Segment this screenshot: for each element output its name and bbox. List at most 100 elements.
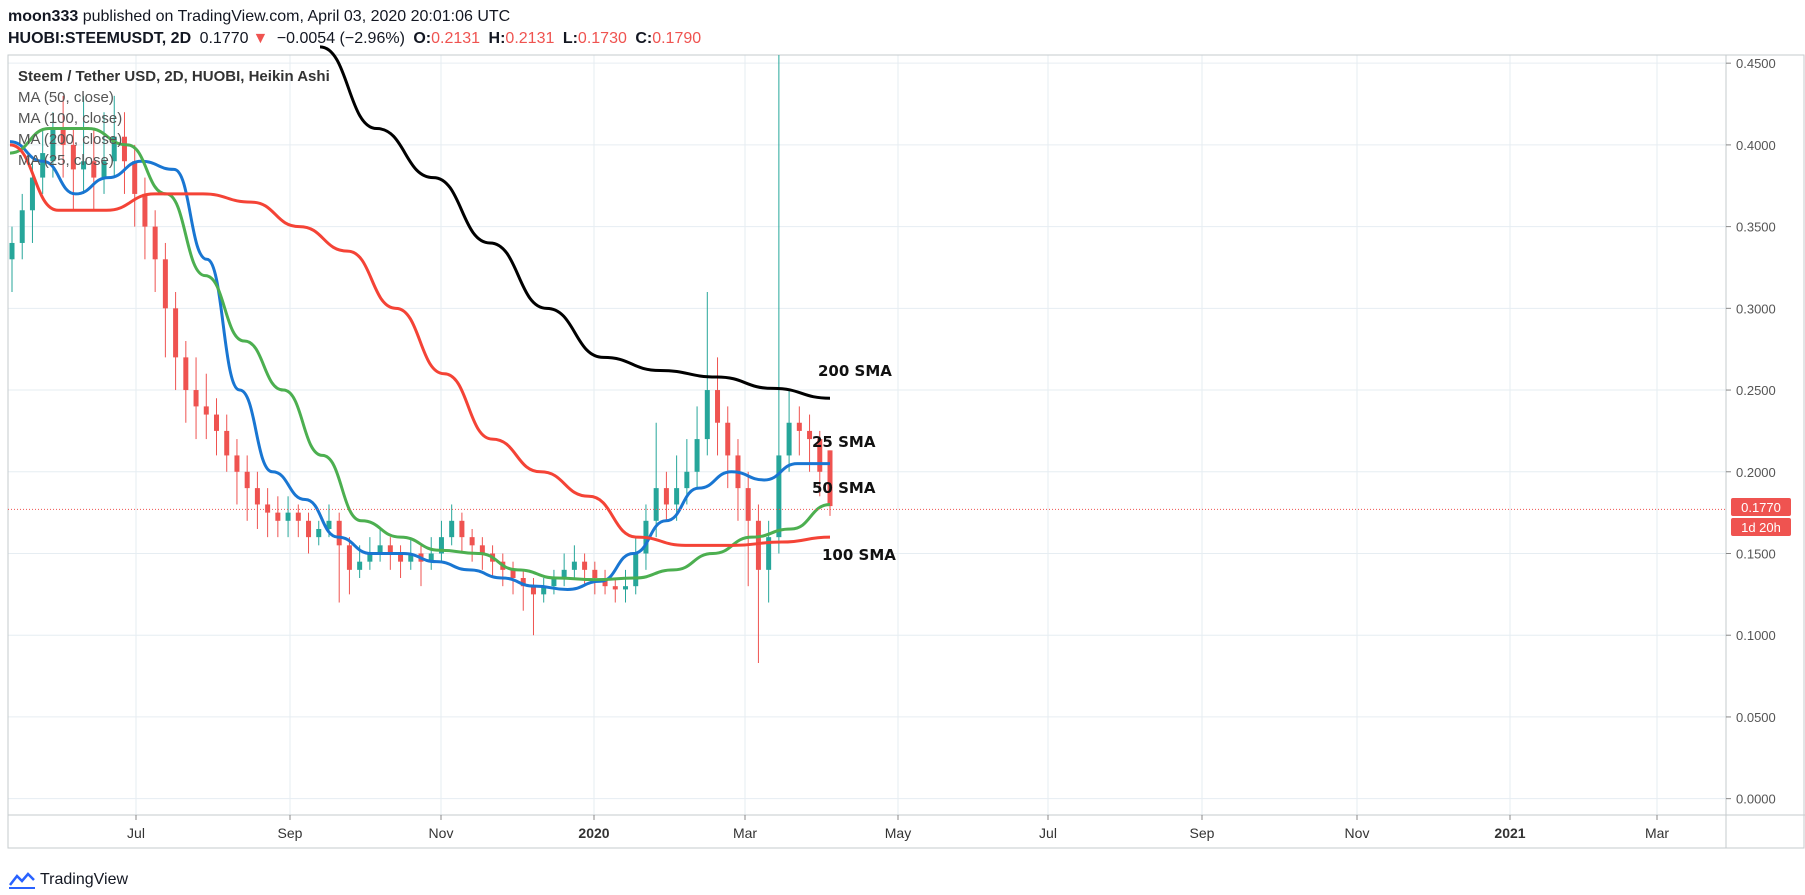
candle: [265, 488, 271, 538]
candle: [234, 439, 240, 505]
candle: [500, 553, 506, 587]
x-tick-label: Mar: [1645, 825, 1669, 841]
x-tick-label: Nov: [1345, 825, 1370, 841]
footer: TradingView: [8, 871, 128, 889]
y-tick-label: 0.0500: [1736, 710, 1776, 725]
candle: [663, 471, 669, 521]
down-arrow-icon: ▼: [252, 30, 269, 47]
x-tick-label: 2020: [578, 825, 609, 841]
price-tag-value: 0.1770: [1741, 500, 1781, 515]
candle: [285, 496, 291, 538]
y-tick-label: 0.3500: [1736, 220, 1776, 235]
price-axis[interactable]: 0.0000 0.0500 0.1000 0.1500 0.2000 0.2500 0.30…: [1726, 56, 1776, 807]
candle: [9, 226, 15, 292]
legend-ma200[interactable]: MA (200, close): [18, 131, 123, 148]
candle: [91, 128, 97, 211]
price-tag: 0.1770 1d 20h: [1731, 498, 1791, 536]
candle: [653, 422, 659, 538]
x-tick-label: May: [885, 825, 911, 841]
candle: [377, 528, 383, 562]
publish-info: published on TradingView.com, April 03, …: [82, 8, 511, 25]
chart-outer-border: [7, 54, 1805, 849]
candle: [418, 545, 424, 587]
y-tick-label: 0.1500: [1736, 546, 1776, 561]
candle: [193, 357, 199, 440]
candle: [428, 537, 434, 570]
ma200-line: [319, 45, 831, 400]
candle: [101, 112, 107, 194]
candle: [162, 242, 168, 358]
candle: [786, 390, 792, 472]
candle: [704, 291, 710, 456]
sma-annotations: 200 SMA 25 SMA 50 SMA 100 SMA: [812, 362, 896, 564]
candle: [183, 341, 189, 423]
legend-main-series[interactable]: Steem / Tether USD, 2D, HUOBI, Heikin As…: [18, 68, 330, 85]
candle: [571, 545, 577, 579]
ma25-line: [9, 140, 830, 591]
y-tick-label: 0.1000: [1736, 628, 1776, 643]
author-name[interactable]: moon333: [8, 8, 79, 25]
candle: [336, 512, 342, 603]
legend-ma50[interactable]: MA (50, close): [18, 89, 114, 106]
candle: [244, 455, 250, 521]
candle: [776, 55, 782, 554]
candle: [541, 578, 547, 603]
legend-ma100[interactable]: MA (100, close): [18, 110, 123, 127]
ma100-line: [9, 143, 831, 547]
candle: [510, 561, 516, 595]
open-value: 0.2131: [431, 30, 481, 47]
chart-header: moon333 published on TradingView.com, Ap…: [8, 6, 705, 50]
legend-ma25[interactable]: MA (25, close): [18, 152, 114, 169]
candle: [306, 512, 312, 554]
high-label: H:: [488, 30, 506, 47]
last-price: 0.1770: [199, 30, 249, 47]
low-label: L:: [562, 30, 578, 47]
candle: [561, 553, 567, 587]
x-tick-label: 2021: [1494, 825, 1525, 841]
candle: [684, 439, 690, 505]
candle: [633, 537, 639, 595]
brand-name[interactable]: TradingView: [40, 871, 129, 888]
y-tick-label: 0.2000: [1736, 465, 1776, 480]
candle: [490, 545, 496, 579]
y-tick-label: 0.0000: [1736, 792, 1776, 807]
candle: [81, 95, 87, 194]
y-tick-label: 0.4000: [1736, 138, 1776, 153]
high-value: 0.2131: [505, 30, 555, 47]
candle: [755, 504, 761, 663]
ohlc-line: HUOBI:STEEMUSDT, 2D 0.1770 ▼ −0.0054 (−2.…: [8, 28, 705, 50]
countdown-label: 1d 20h: [1741, 520, 1781, 535]
x-tick-label: Jul: [1039, 825, 1057, 841]
candle: [796, 406, 802, 456]
candle: [459, 512, 465, 554]
tradingview-logo-icon: [9, 872, 35, 889]
candle: [60, 95, 66, 178]
candle: [346, 537, 352, 595]
candle: [142, 177, 148, 260]
x-tick-label: Sep: [278, 825, 303, 841]
candle: [735, 439, 741, 521]
candle: [254, 471, 260, 529]
candle: [674, 455, 680, 521]
candle: [438, 520, 444, 562]
candle: [694, 406, 700, 489]
candle: [275, 496, 281, 538]
candle: [582, 553, 588, 587]
candle: [152, 210, 158, 292]
ma50-line: [9, 127, 831, 582]
candle: [623, 569, 628, 603]
chart-legend: Steem / Tether USD, 2D, HUOBI, Heikin As…: [18, 66, 330, 171]
candle: [449, 504, 455, 546]
candle: [214, 398, 219, 456]
symbol-label[interactable]: HUOBI:STEEMUSDT, 2D: [8, 30, 192, 47]
publish-line: moon333 published on TradingView.com, Ap…: [8, 6, 705, 28]
y-tick-label: 0.4500: [1736, 56, 1776, 71]
candle: [295, 504, 301, 538]
time-axis[interactable]: Jul Sep Nov 2020 Mar May Jul Sep Nov 2021 Mar: [127, 815, 1669, 841]
x-tick-label: Jul: [127, 825, 145, 841]
candle: [316, 520, 322, 546]
candle: [715, 357, 721, 456]
candle: [121, 112, 127, 194]
sma-annotation: 200 SMA: [818, 362, 892, 380]
